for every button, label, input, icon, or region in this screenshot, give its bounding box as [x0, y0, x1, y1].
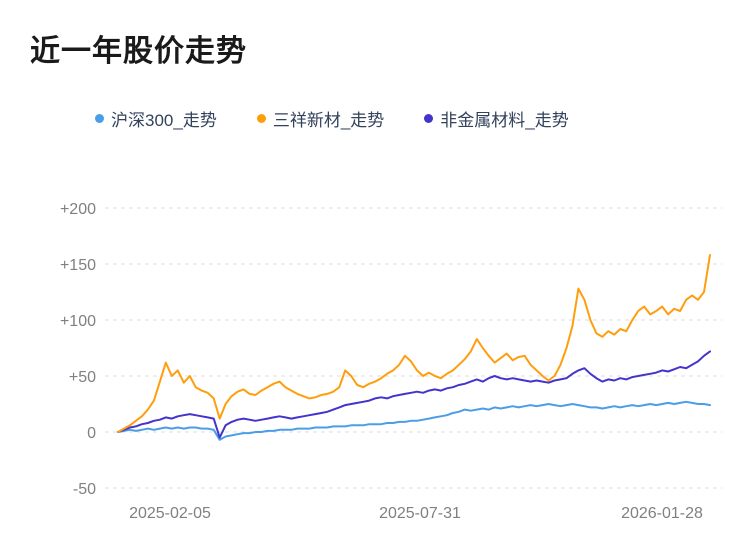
svg-text:2025-02-05: 2025-02-05	[129, 505, 211, 522]
legend-item-hs300[interactable]: 沪深300_走势	[95, 106, 217, 131]
page-title: 近一年股价走势	[30, 35, 247, 68]
legend-item-nonmetal[interactable]: 非金属材料_走势	[424, 106, 569, 131]
legend-dot-sanxiang-icon	[256, 114, 266, 123]
svg-text:+150: +150	[60, 257, 96, 274]
svg-text:2026-01-28: 2026-01-28	[621, 505, 703, 522]
svg-text:+50: +50	[69, 369, 96, 386]
legend-dot-nonmetal-icon	[424, 114, 434, 123]
svg-text:0: 0	[87, 425, 96, 442]
legend-dot-hs300-icon	[95, 114, 104, 123]
svg-text:+200: +200	[60, 201, 96, 218]
chart-legend: 沪深300_走势 三祥新材_走势 非金属材料_走势	[95, 106, 569, 131]
svg-text:2025-07-31: 2025-07-31	[379, 505, 461, 522]
svg-text:+100: +100	[60, 313, 96, 330]
legend-label: 三祥新材_走势	[272, 111, 385, 130]
legend-label: 沪深300_走势	[111, 111, 217, 130]
legend-item-sanxiang[interactable]: 三祥新材_走势	[256, 106, 385, 131]
legend-label: 非金属材料_走势	[440, 111, 569, 130]
svg-text:-50: -50	[73, 481, 96, 498]
